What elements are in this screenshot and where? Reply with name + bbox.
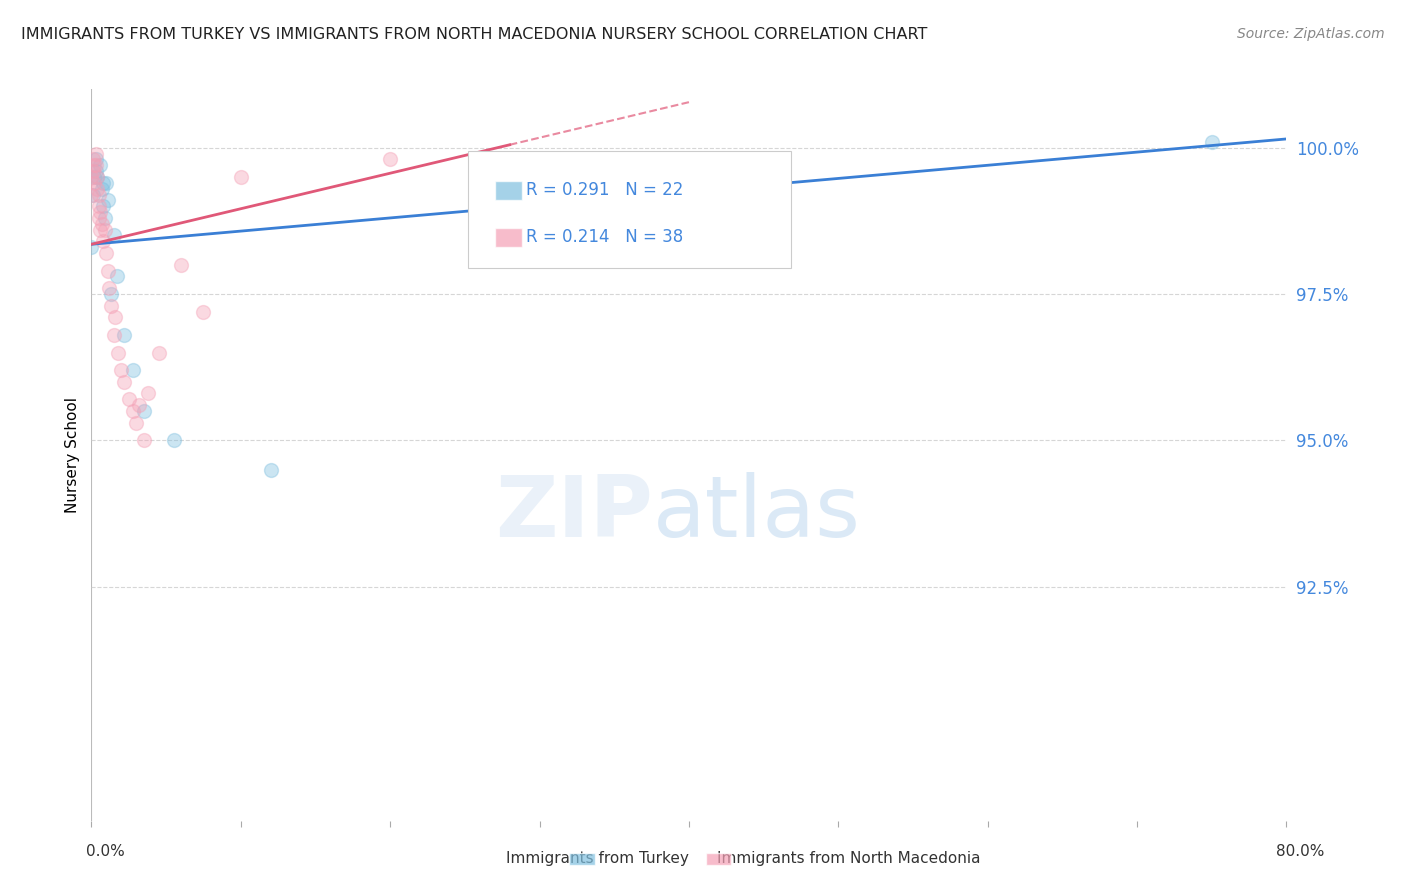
- Point: [94, 222, 117, 236]
- Point: [90, 217, 112, 231]
- Point: [93, 235, 115, 249]
- Point: [84, 146, 107, 161]
- Point: [90, 182, 112, 196]
- Point: [100, 287, 122, 301]
- Point: [84, 153, 107, 167]
- Point: [97, 194, 120, 208]
- Point: [87, 211, 110, 225]
- Point: [82, 164, 104, 178]
- Point: [107, 345, 129, 359]
- Point: [110, 363, 132, 377]
- FancyBboxPatch shape: [495, 181, 522, 200]
- Point: [132, 404, 155, 418]
- Point: [93, 199, 115, 213]
- Point: [83, 176, 105, 190]
- FancyBboxPatch shape: [468, 152, 790, 268]
- Point: [1201, 135, 1223, 149]
- Point: [103, 228, 125, 243]
- Point: [229, 169, 252, 184]
- Point: [259, 462, 281, 476]
- Point: [86, 182, 108, 196]
- Point: [125, 416, 148, 430]
- Point: [118, 392, 141, 407]
- Point: [148, 345, 170, 359]
- Point: [89, 205, 111, 219]
- Point: [83, 169, 105, 184]
- Point: [170, 258, 193, 272]
- Point: [96, 246, 118, 260]
- FancyBboxPatch shape: [495, 228, 522, 247]
- Text: IMMIGRANTS FROM TURKEY VS IMMIGRANTS FROM NORTH MACEDONIA NURSERY SCHOOL CORRELA: IMMIGRANTS FROM TURKEY VS IMMIGRANTS FRO…: [21, 27, 928, 42]
- Point: [84, 158, 107, 172]
- Text: ZIP: ZIP: [495, 472, 652, 555]
- Text: 0.0%: 0.0%: [86, 845, 125, 859]
- Point: [80, 187, 103, 202]
- Point: [97, 263, 120, 277]
- Point: [380, 153, 402, 167]
- Point: [98, 281, 121, 295]
- Text: 80.0%: 80.0%: [1277, 845, 1324, 859]
- Point: [86, 169, 108, 184]
- Point: [104, 310, 127, 325]
- Point: [136, 386, 159, 401]
- Point: [122, 363, 145, 377]
- Point: [112, 328, 135, 343]
- Point: [112, 375, 135, 389]
- Point: [94, 211, 117, 225]
- Point: [132, 434, 155, 448]
- Point: [82, 153, 104, 167]
- Point: [80, 240, 103, 254]
- Point: [82, 187, 104, 202]
- Y-axis label: Nursery School: Nursery School: [65, 397, 80, 513]
- Point: [193, 304, 215, 318]
- Point: [122, 404, 145, 418]
- Text: Source: ZipAtlas.com: Source: ZipAtlas.com: [1237, 27, 1385, 41]
- Point: [96, 176, 118, 190]
- Point: [105, 269, 128, 284]
- Text: R = 0.291   N = 22: R = 0.291 N = 22: [526, 181, 683, 199]
- Text: atlas: atlas: [652, 472, 860, 555]
- Text: R = 0.214   N = 38: R = 0.214 N = 38: [526, 228, 683, 246]
- Point: [89, 158, 111, 172]
- Point: [87, 199, 110, 213]
- Point: [128, 398, 150, 412]
- Point: [89, 222, 111, 236]
- Text: Immigrants from Turkey: Immigrants from Turkey: [506, 851, 689, 865]
- Point: [100, 299, 122, 313]
- Point: [162, 434, 184, 448]
- Point: [86, 169, 108, 184]
- Point: [93, 176, 115, 190]
- Point: [84, 164, 107, 178]
- Point: [80, 169, 103, 184]
- Point: [103, 328, 125, 343]
- Point: [87, 187, 110, 202]
- Text: Immigrants from North Macedonia: Immigrants from North Macedonia: [717, 851, 980, 865]
- Point: [83, 158, 105, 172]
